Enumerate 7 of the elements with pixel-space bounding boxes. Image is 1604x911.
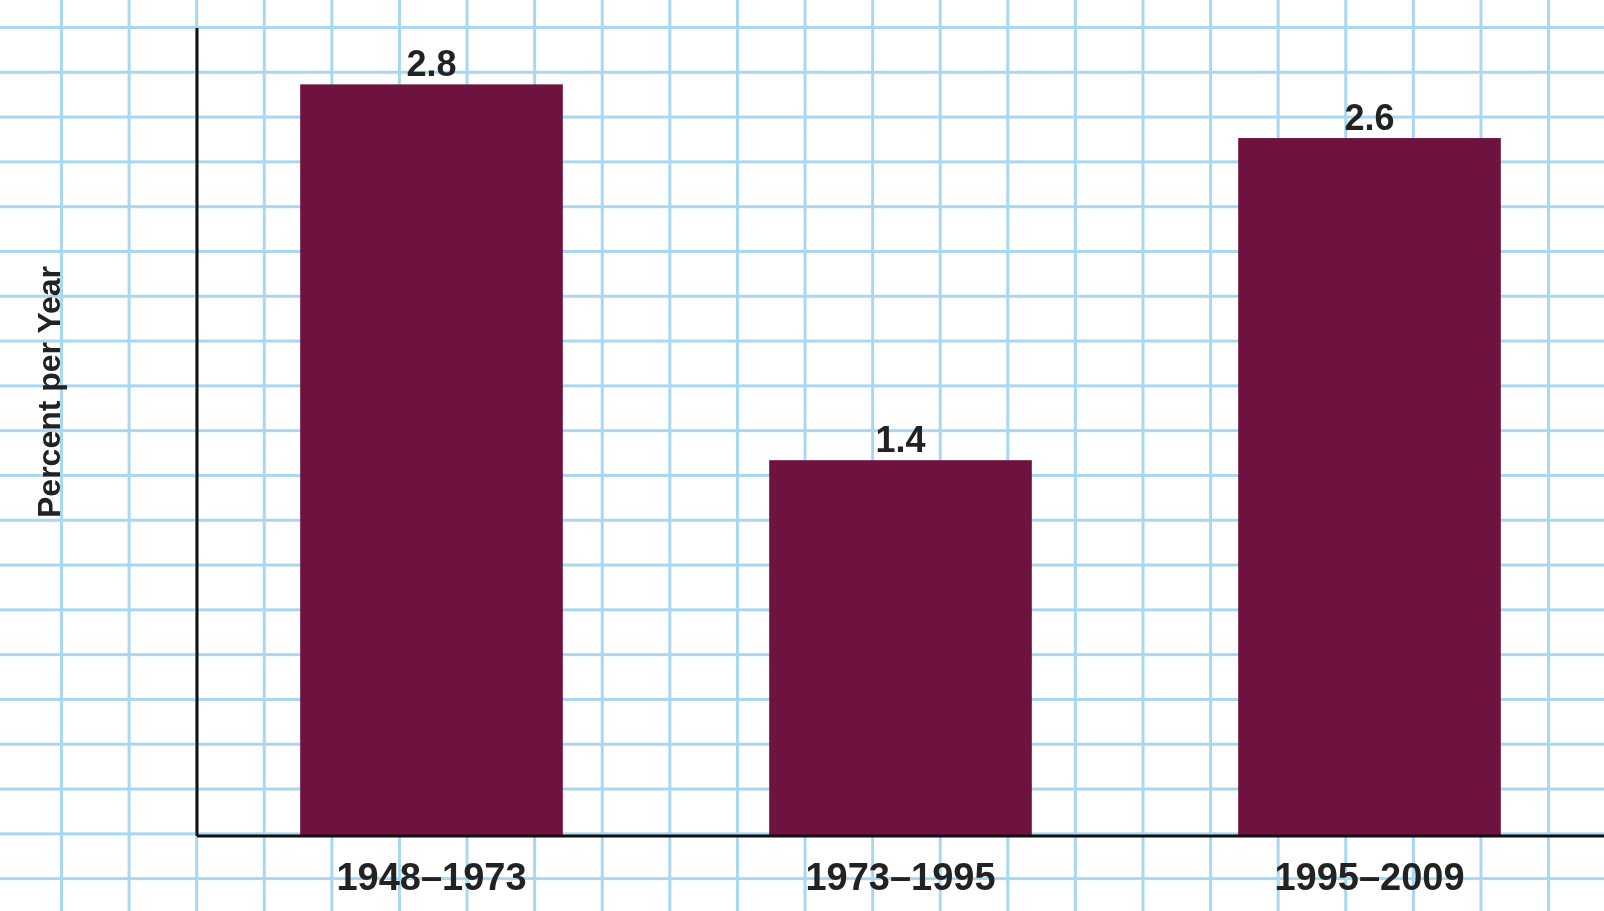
x-tick-label: 1995–2009 bbox=[1274, 856, 1465, 898]
y-axis-title: Percent per Year bbox=[31, 265, 67, 519]
x-tick-label: 1973–1995 bbox=[805, 856, 996, 898]
x-tick-label: 1948–1973 bbox=[336, 856, 527, 898]
data-label: 1.4 bbox=[875, 419, 926, 461]
data-label: 2.6 bbox=[1344, 97, 1395, 139]
data-label: 2.8 bbox=[406, 43, 457, 85]
